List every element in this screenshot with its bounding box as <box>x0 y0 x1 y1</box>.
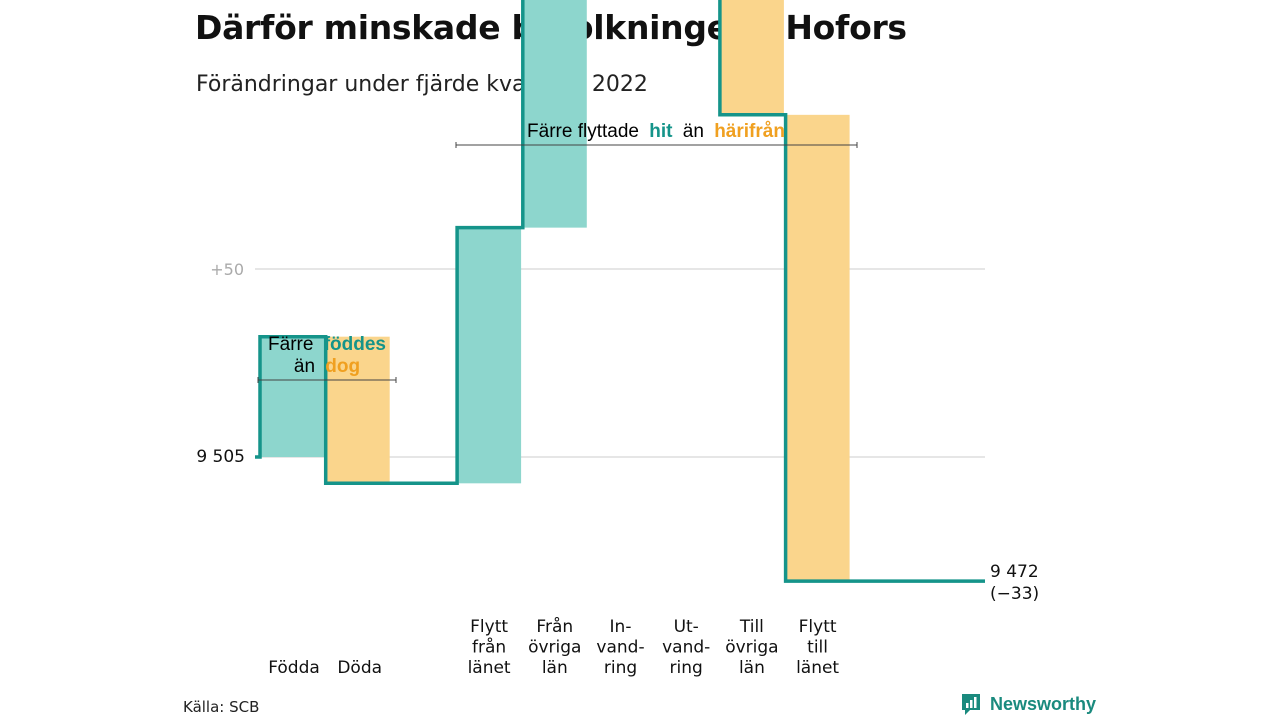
births-annotation-plain-2: än <box>294 356 315 377</box>
svg-text:Färre föddes: Färre föddes <box>268 334 386 355</box>
waterfall-bar <box>457 227 522 484</box>
births-annotation-highlight-2: dog <box>325 356 360 377</box>
category-label: Flytt från länet <box>468 617 511 678</box>
newsworthy-logo-text: Newsworthy <box>990 693 1097 714</box>
category-label: Döda <box>337 658 382 678</box>
migration-annotation-plain-1: Färre flyttade <box>527 121 639 142</box>
newsworthy-logo[interactable]: Newsworthy <box>960 692 1096 716</box>
svg-text:än dog: än dog <box>294 356 360 377</box>
svg-text:Färre flyttade hit: Färre flyttade hit än härifrån <box>527 121 785 142</box>
waterfall-bar <box>785 114 850 582</box>
births-annotation-highlight-1: föddes <box>324 334 386 355</box>
waterfall-bar <box>325 336 390 484</box>
migration-annotation-plain-2: än <box>683 121 704 142</box>
cumulative-step-line <box>255 0 985 583</box>
waterfall-bar <box>522 0 587 228</box>
source-note: Källa: SCB <box>183 698 260 716</box>
end-value-label: 9 472 <box>990 562 1039 582</box>
category-label: Födda <box>268 658 320 678</box>
waterfall-bar <box>260 336 324 457</box>
end-change-label: (−33) <box>990 584 1039 604</box>
category-label: Till övriga län <box>725 617 778 678</box>
category-label: Flytt till länet <box>796 617 839 678</box>
start-value-label: 9 505 <box>196 447 245 467</box>
category-label: Ut-vand-ring <box>662 617 710 678</box>
gridline-label: +50 <box>210 260 244 279</box>
migration-annotation-highlight-2: härifrån <box>714 121 785 142</box>
migration-annotation-highlight-1: hit <box>649 121 673 142</box>
waterfall-bar <box>719 0 784 115</box>
migration-annotation: Färre flyttade hit än härifrån <box>455 121 858 148</box>
births-annotation: Färre föddes än dog <box>257 334 397 383</box>
category-label: Från övriga län <box>528 616 581 678</box>
births-annotation-plain-1: Färre <box>268 334 313 355</box>
category-label: In-vand-ring <box>596 617 644 678</box>
newsworthy-logo-icon <box>962 694 980 715</box>
